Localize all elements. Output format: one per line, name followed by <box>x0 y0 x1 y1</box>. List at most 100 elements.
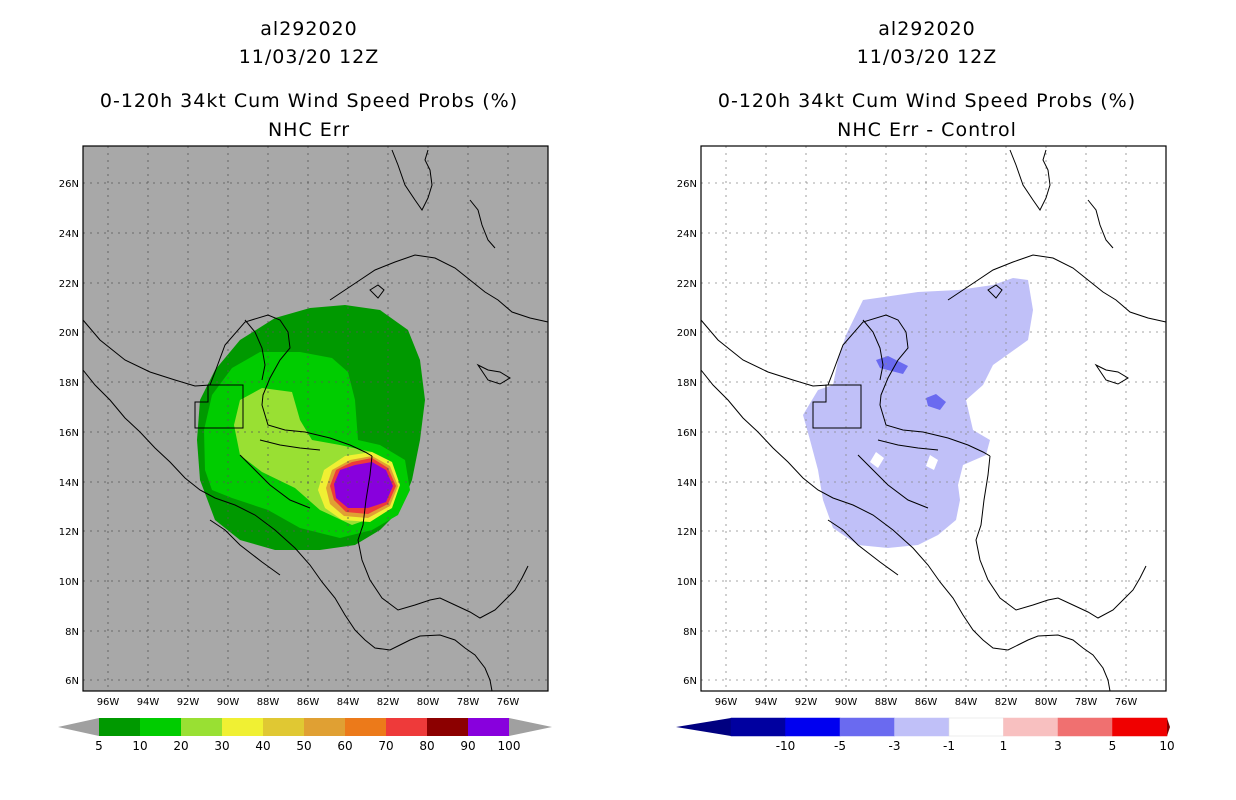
lon-label: 88W <box>257 697 280 708</box>
storm-id: al292020 <box>260 18 358 40</box>
product-title: 0-120h 34kt Cum Wind Speed Probs (%) <box>99 90 519 112</box>
lat-label: 18N <box>59 378 79 389</box>
left-panel: al292020 11/03/20 12Z 0-120h 34kt Cum Wi… <box>58 18 552 753</box>
colorbar-arrow-high <box>1167 718 1170 736</box>
lon-label: 90W <box>835 697 858 708</box>
colorbar-label: 80 <box>419 739 434 753</box>
lat-label: 8N <box>683 627 697 638</box>
colorbar-label: 10 <box>132 739 147 753</box>
colorbar-label: 100 <box>498 739 521 753</box>
lat-label: 10N <box>59 577 79 588</box>
colorbar-box <box>785 717 841 737</box>
colorbar-box <box>427 718 468 736</box>
product-subtitle: NHC Err - Control <box>837 119 1017 141</box>
lon-label: 82W <box>377 697 400 708</box>
colorbar-box <box>730 717 786 737</box>
lat-label: 6N <box>683 676 697 687</box>
lon-label: 88W <box>875 697 898 708</box>
colorbar-box <box>345 718 386 736</box>
colorbar-box <box>99 718 140 736</box>
lat-label: 24N <box>677 229 697 240</box>
lat-label: 14N <box>677 478 697 489</box>
colorbar-box <box>948 717 1004 737</box>
colorbar-label: 10 <box>1159 739 1174 753</box>
lat-label: 20N <box>677 328 697 339</box>
colorbar-arrow-high <box>509 718 552 736</box>
colorbar-arrow-low <box>58 718 99 736</box>
lon-label: 92W <box>795 697 818 708</box>
colorbar-label: -10 <box>776 739 796 753</box>
colorbar-label: 60 <box>337 739 352 753</box>
colorbar-label: 3 <box>1054 739 1062 753</box>
diff-white-hole <box>870 452 884 468</box>
colorbar: -10 -5 -3 -1 1 3 5 10 <box>676 717 1175 753</box>
colorbar-box <box>468 718 509 736</box>
colorbar-label: 1 <box>1000 739 1008 753</box>
diff-white-hole <box>926 455 938 470</box>
lon-label: 76W <box>1115 697 1138 708</box>
map-frame <box>82 145 549 692</box>
colorbar-label: 90 <box>460 739 475 753</box>
colorbar-box <box>222 718 263 736</box>
coastline-outlines <box>82 149 549 692</box>
lat-label: 22N <box>677 279 697 290</box>
lat-label: 16N <box>59 428 79 439</box>
lat-label: 14N <box>59 478 79 489</box>
lat-label: 22N <box>59 279 79 290</box>
map-frame <box>700 145 1167 692</box>
lat-label: 12N <box>59 527 79 538</box>
colorbar-box <box>1003 717 1059 737</box>
lon-label: 90W <box>217 697 240 708</box>
colorbar-box <box>839 717 895 737</box>
forecast-date: 11/03/20 12Z <box>238 46 380 68</box>
lon-label: 86W <box>297 697 320 708</box>
lon-label: 86W <box>915 697 938 708</box>
colorbar-box <box>263 718 304 736</box>
lat-label: 8N <box>65 627 79 638</box>
colorbar-label: -1 <box>943 739 955 753</box>
lon-label: 78W <box>1075 697 1098 708</box>
colorbar-label: 50 <box>296 739 311 753</box>
lat-label: 6N <box>65 676 79 687</box>
lat-label: 18N <box>677 378 697 389</box>
lat-label: 16N <box>677 428 697 439</box>
lon-label: 96W <box>97 697 120 708</box>
product-title: 0-120h 34kt Cum Wind Speed Probs (%) <box>717 90 1137 112</box>
diff-region-minus3 <box>926 394 946 410</box>
lon-label: 92W <box>177 697 200 708</box>
colorbar-label: 5 <box>95 739 103 753</box>
lat-label: 26N <box>59 179 79 190</box>
lon-label: 78W <box>457 697 480 708</box>
colorbar-box <box>386 718 427 736</box>
colorbar-box <box>140 718 181 736</box>
forecast-date: 11/03/20 12Z <box>856 46 998 68</box>
lon-label: 94W <box>755 697 778 708</box>
colorbar-box <box>181 718 222 736</box>
diff-region-minus1 <box>803 278 1033 548</box>
colorbar-label: 20 <box>173 739 188 753</box>
lon-label: 76W <box>497 697 520 708</box>
colorbar: 5 10 20 30 40 50 60 70 80 90 100 <box>58 718 552 753</box>
lon-label: 94W <box>137 697 160 708</box>
lon-label: 80W <box>1035 697 1058 708</box>
colorbar-box <box>1057 717 1113 737</box>
lon-label: 82W <box>995 697 1018 708</box>
colorbar-box <box>304 718 345 736</box>
lat-label: 24N <box>59 229 79 240</box>
lat-label: 12N <box>677 527 697 538</box>
lat-label: 20N <box>59 328 79 339</box>
colorbar-label: 30 <box>214 739 229 753</box>
lat-label: 10N <box>677 577 697 588</box>
prob-region-90 <box>334 462 393 508</box>
probability-map: 26N 24N 22N 20N 18N 16N 14N 12N 10N 8N 6… <box>58 145 552 753</box>
colorbar-label: -5 <box>834 739 846 753</box>
colorbar-label: 70 <box>378 739 393 753</box>
lon-label: 84W <box>337 697 360 708</box>
diff-region-minus3b <box>876 356 908 374</box>
lon-label: 96W <box>715 697 738 708</box>
lon-label: 84W <box>955 697 978 708</box>
colorbar-label: -3 <box>889 739 901 753</box>
difference-map: 26N 24N 22N 20N 18N 16N 14N 12N 10N 8N 6… <box>676 145 1175 753</box>
lon-label: 80W <box>417 697 440 708</box>
colorbar-box <box>894 717 950 737</box>
